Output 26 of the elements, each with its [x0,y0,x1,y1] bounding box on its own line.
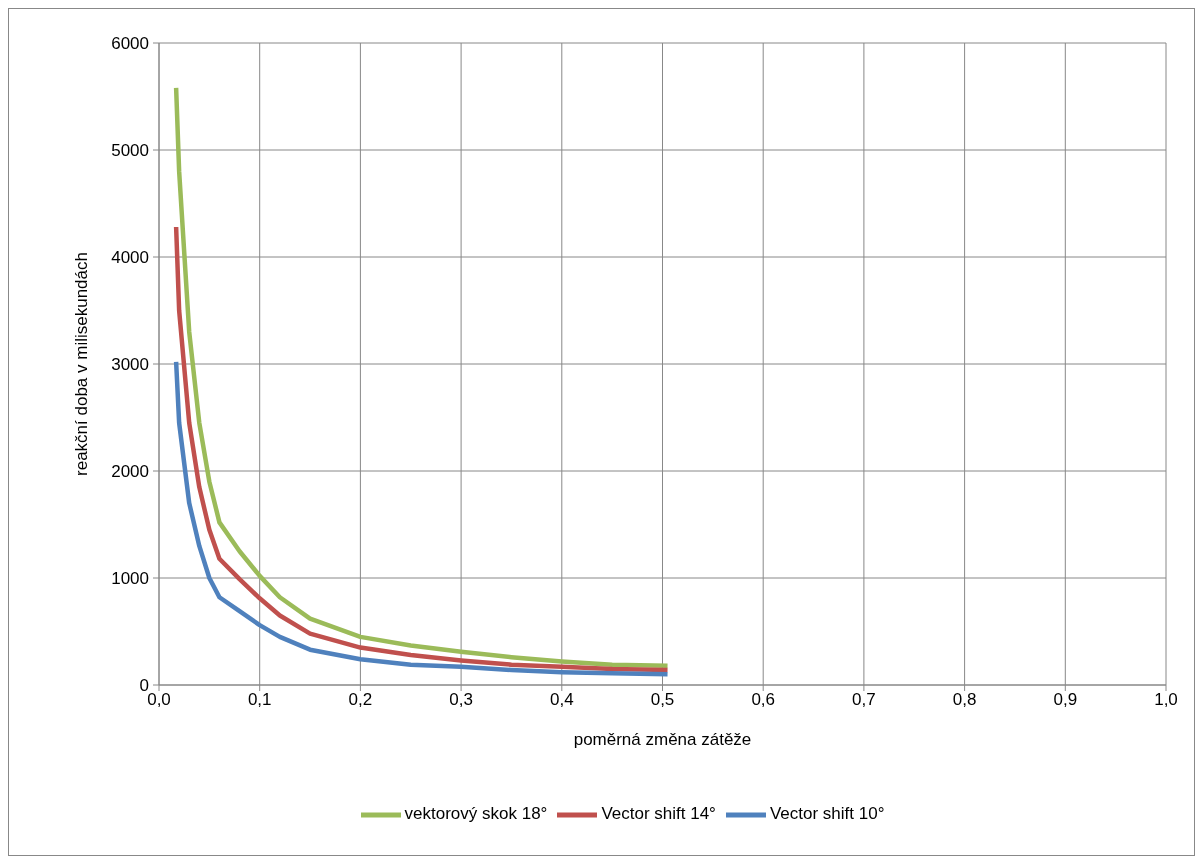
x-tick-label: 0,7 [852,690,876,710]
y-tick-label: 4000 [111,248,149,267]
legend-label: Vector shift 10° [769,804,885,824]
line-series [173,85,670,668]
x-tick-label: 0,6 [751,690,776,710]
y-tick-label: 0 [139,676,149,695]
y-axis-title: reakční doba v milisekundách [72,252,92,476]
x-tick-label: 0,8 [952,690,977,710]
line-series [173,359,670,677]
y-tick-label: 1000 [111,569,149,588]
x-tick-label: 0,2 [348,690,373,710]
y-tick-label: 2000 [111,462,149,481]
y-tick-label: 5000 [111,141,149,160]
x-tick-label: 0,3 [449,690,473,710]
y-tick-label: 6000 [111,34,149,53]
x-tick-label: 0,5 [650,690,675,710]
legend-label: Vector shift 14° [601,804,716,824]
x-axis-title: poměrná změna zátěže [573,730,752,749]
y-tick-label: 3000 [111,355,149,374]
x-tick-label: 1,0 [1154,690,1178,710]
x-tick-label: 0,0 [147,690,171,710]
line-series [173,224,670,673]
x-tick-label: 0,4 [549,690,574,710]
x-tick-label: 0,9 [1053,690,1078,710]
legend-label: vektorový skok 18° [404,804,548,824]
x-tick-label: 0,1 [247,690,272,710]
